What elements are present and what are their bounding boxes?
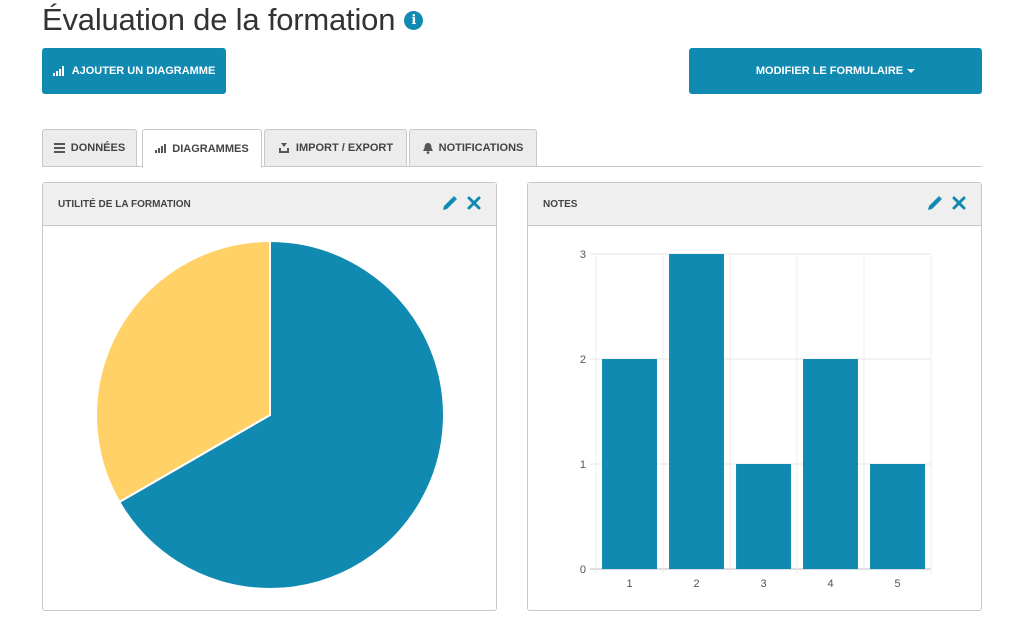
tab-notifications[interactable]: NOTIFICATIONS — [409, 129, 537, 167]
pencil-icon[interactable] — [927, 195, 943, 211]
close-icon[interactable] — [951, 195, 967, 211]
tab-donnees[interactable]: DONNÉES — [42, 129, 137, 167]
list-icon — [53, 143, 65, 153]
bar-chart: 0 1 2 3 1 2 3 4 5 — [580, 249, 932, 590]
close-icon[interactable] — [466, 195, 482, 211]
info-icon[interactable]: i — [404, 10, 424, 30]
pie-slice-1 — [117, 239, 445, 590]
x-tick-label: 2 — [693, 578, 699, 590]
bar-chart-icon — [52, 66, 64, 76]
bell-icon — [422, 142, 433, 154]
page-title-text: Évaluation de la formation — [42, 2, 396, 37]
panel-title: UTILITÉ DE LA FORMATION — [58, 198, 191, 210]
add-chart-label: AJOUTER UN DIAGRAMME — [71, 65, 216, 77]
y-tick-label: 3 — [580, 249, 586, 261]
panel-title: NOTES — [543, 198, 578, 210]
bar-2 — [669, 254, 724, 569]
tab-label: DIAGRAMMES — [172, 142, 249, 155]
tab-label: NOTIFICATIONS — [438, 142, 524, 154]
y-tick-label: 0 — [580, 564, 586, 576]
import-export-icon — [278, 142, 290, 154]
chart-panel-notes: NOTES 0 1 2 3 1 2 3 4 5 — [527, 182, 982, 611]
tab-label: DONNÉES — [70, 142, 126, 154]
x-tick-label: 3 — [760, 578, 766, 590]
y-tick-label: 2 — [580, 354, 586, 366]
bar-4 — [803, 359, 858, 569]
panel-header: UTILITÉ DE LA FORMATION — [43, 183, 496, 226]
add-chart-button[interactable]: AJOUTER UN DIAGRAMME — [42, 48, 226, 94]
edit-form-button[interactable]: MODIFIER LE FORMULAIRE — [689, 48, 982, 94]
bar-1 — [602, 359, 657, 569]
pencil-icon[interactable] — [442, 195, 458, 211]
caret-down-icon — [907, 69, 916, 73]
page-title: Évaluation de la formation i — [42, 2, 424, 38]
bar-chart-icon — [155, 144, 167, 153]
bar-5 — [870, 464, 925, 569]
pie-slice-2 — [95, 239, 271, 504]
tab-bar: DONNÉES DIAGRAMMES IMPORT / EXPORT NOTIF… — [42, 129, 982, 168]
bar-3 — [736, 464, 791, 569]
tab-diagrammes[interactable]: DIAGRAMMES — [142, 129, 262, 168]
chart-panel-utilite: UTILITÉ DE LA FORMATION — [42, 182, 497, 611]
x-tick-label: 4 — [827, 578, 833, 590]
tab-import-export[interactable]: IMPORT / EXPORT — [264, 129, 407, 167]
panel-header: NOTES — [528, 183, 981, 226]
pie-chart — [95, 239, 445, 590]
edit-form-label: MODIFIER LE FORMULAIRE — [755, 65, 904, 77]
x-tick-label: 1 — [626, 578, 632, 590]
y-tick-label: 1 — [580, 459, 586, 471]
tab-label: IMPORT / EXPORT — [295, 142, 394, 154]
x-tick-label: 5 — [894, 578, 900, 590]
